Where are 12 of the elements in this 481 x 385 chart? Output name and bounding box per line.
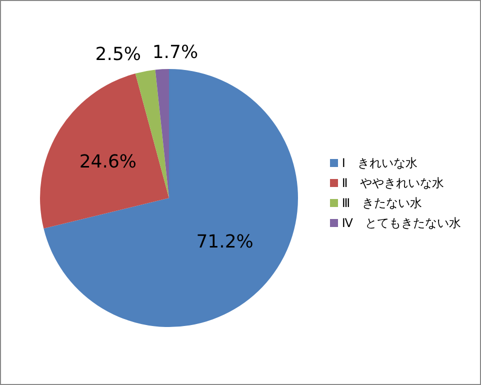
legend-label: Ⅱ ややきれいな水 (342, 176, 444, 190)
pie-slice (135, 70, 169, 198)
data-label: 1.7% (152, 42, 198, 63)
pie-slice (40, 73, 169, 229)
data-label: 2.5% (95, 44, 142, 66)
data-label: 71.2% (196, 231, 254, 252)
pie-slice (155, 69, 169, 198)
data-label: 24.6% (79, 151, 137, 172)
legend-label: Ⅳ とてもきたない水 (342, 216, 461, 230)
pie-slice (44, 69, 298, 327)
legend-label: Ⅲ きたない水 (342, 196, 422, 210)
legend-label: Ⅰ きれいな水 (342, 156, 418, 170)
